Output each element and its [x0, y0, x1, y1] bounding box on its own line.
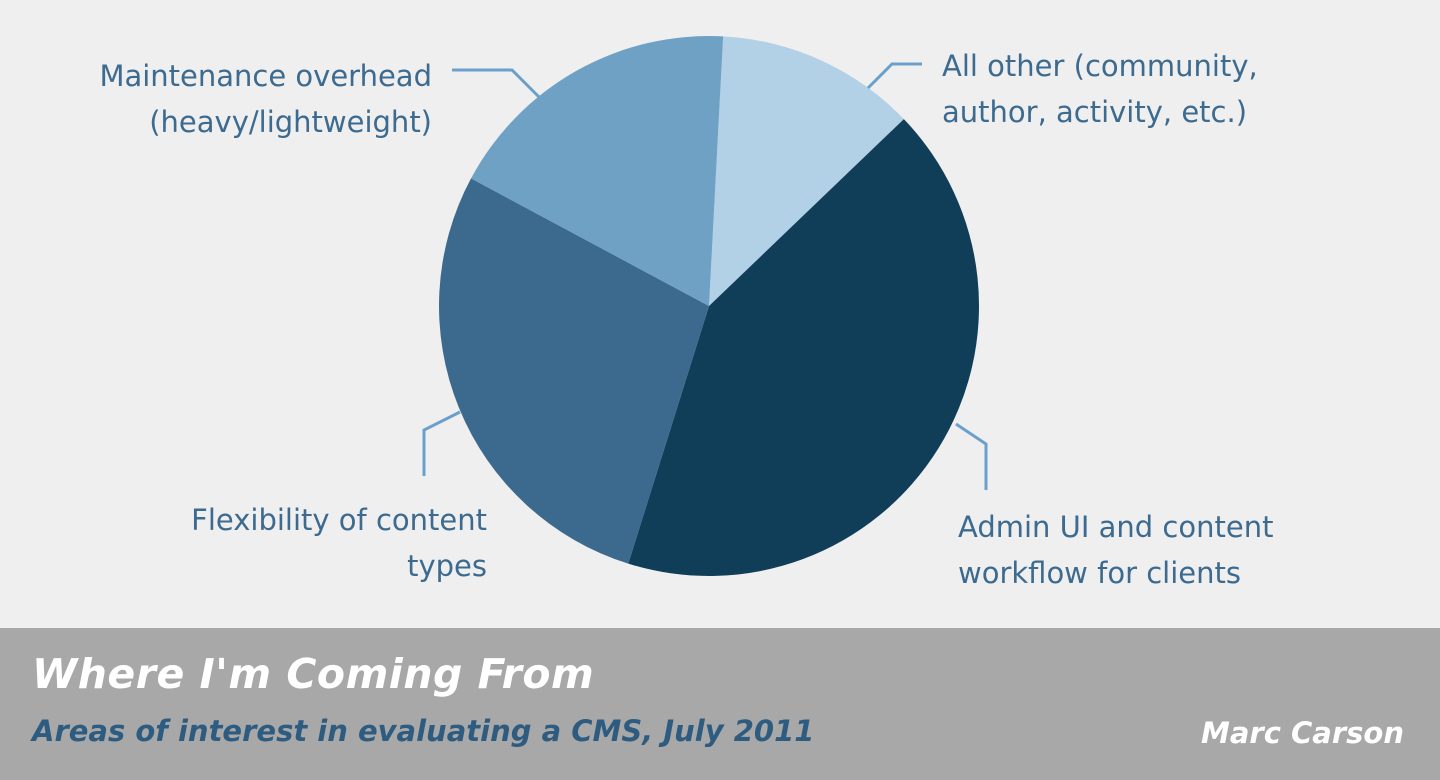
slice-label-0-line-1: author, activity, etc.) — [942, 95, 1247, 129]
callout-line-2 — [422, 410, 461, 476]
chart-author: Marc Carson — [1201, 716, 1404, 750]
slice-label-3-line-0: Maintenance overhead — [99, 59, 432, 93]
chart-footer: Where I'm Coming From Areas of interest … — [0, 628, 1440, 780]
slice-label-2-line-0: Flexibility of content — [191, 503, 487, 537]
pie-slice-3 — [471, 36, 724, 307]
pie-chart: All other (community, author, activity, e… — [99, 36, 1273, 590]
callout-line-1 — [955, 422, 988, 490]
chart-area: All other (community, author, activity, e… — [99, 36, 1274, 590]
pie-slice-0 — [709, 36, 904, 307]
slice-label-1-line-0: Admin UI and content — [958, 510, 1273, 544]
chart-title: Where I'm Coming From — [32, 650, 595, 698]
pie-slice-2 — [439, 178, 709, 564]
pie-slice-1 — [628, 119, 980, 576]
slice-label-2-line-1: types — [407, 549, 487, 583]
slice-label-0-line-0: All other (community, — [942, 49, 1258, 83]
slice-label-3-line-1: (heavy/lightweight) — [149, 105, 432, 139]
callout-line-3 — [452, 68, 542, 100]
chart-subtitle: Areas of interest in evaluating a CMS, J… — [32, 714, 815, 748]
callout-line-0 — [866, 62, 922, 90]
slice-label-1-line-1: workflow for clients — [958, 556, 1241, 590]
